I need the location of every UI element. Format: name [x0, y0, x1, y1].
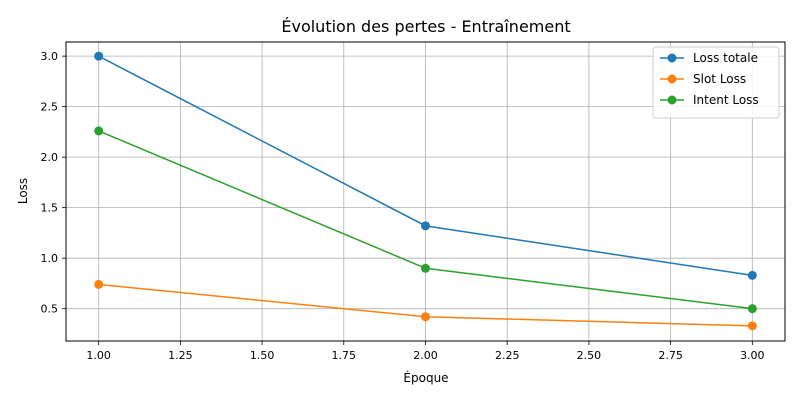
data-point — [747, 270, 757, 280]
legend-box — [652, 46, 780, 119]
y-tick-label: 3.0 — [41, 50, 59, 63]
y-tick-label: 0.5 — [41, 303, 59, 316]
x-tick-label: 2.00 — [413, 349, 438, 362]
y-tick-label: 1.5 — [41, 202, 59, 215]
y-axis-label: Loss — [16, 178, 30, 204]
legend-item: Intent Loss — [660, 93, 759, 107]
data-point — [747, 304, 757, 314]
y-tick-label: 2.5 — [41, 101, 59, 114]
data-point — [94, 279, 104, 289]
x-tick-label: 2.75 — [658, 349, 683, 362]
legend-item: Slot Loss — [660, 72, 746, 86]
data-point — [747, 321, 757, 331]
x-tick-label: 1.75 — [332, 349, 357, 362]
legend-label: Loss totale — [693, 51, 758, 65]
x-axis-label: Époque — [403, 370, 448, 385]
series-1 — [94, 279, 757, 331]
y-tick-label: 2.0 — [41, 151, 59, 164]
series-2 — [94, 126, 757, 314]
x-tick-label: 3.00 — [740, 349, 765, 362]
x-tick-label: 1.50 — [250, 349, 275, 362]
legend-label: Slot Loss — [693, 72, 746, 86]
data-point — [421, 221, 430, 231]
legend: Loss totale Slot Loss Intent Loss — [652, 46, 780, 119]
x-axis-ticks: 1.00 1.25 1.50 1.75 2.00 2.25 2.50 2.75 3.00 — [86, 341, 765, 362]
x-tick-label: 1.00 — [86, 349, 111, 362]
data-point — [94, 51, 104, 61]
x-tick-label: 1.25 — [168, 349, 193, 362]
legend-marker — [667, 95, 677, 105]
legend-marker — [667, 74, 677, 84]
legend-label: Intent Loss — [693, 93, 759, 107]
data-point — [421, 312, 430, 322]
series-layer — [94, 51, 757, 331]
x-tick-label: 2.25 — [495, 349, 520, 362]
legend-item: Loss totale — [660, 51, 758, 65]
chart-title: Évolution des pertes - Entraînement — [281, 17, 570, 36]
x-tick-label: 2.50 — [577, 349, 602, 362]
y-axis-ticks: 0.5 1.0 1.5 2.0 2.5 3.0 — [41, 50, 66, 316]
series-0 — [94, 51, 757, 280]
data-point — [94, 126, 104, 136]
legend-marker — [667, 53, 677, 63]
y-tick-label: 1.0 — [41, 252, 59, 265]
data-point — [421, 263, 430, 273]
